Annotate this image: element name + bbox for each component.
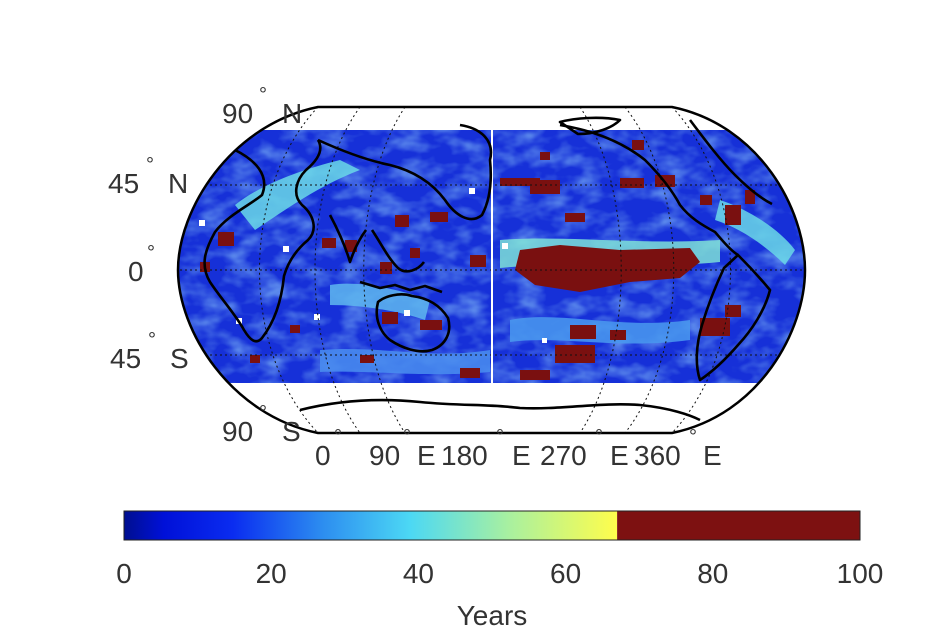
india-coast (328, 214, 368, 264)
missing-cell-3 (314, 314, 320, 320)
colorbar-ticks: 0 20 40 60 80 100 (116, 558, 883, 589)
colorbar-tick-label-1: 20 (256, 558, 287, 589)
lon-label-0-degree: ° (334, 426, 342, 448)
colorbar-tick-label-2: 40 (403, 558, 434, 589)
lat-label-0-value: 0 (128, 256, 144, 287)
lon-label-180e-degree: ° (496, 426, 504, 448)
asia-patch-5 (470, 255, 486, 267)
africa-patch-1 (218, 232, 234, 246)
north-pacific-patch-5 (565, 213, 585, 222)
colorbar-frame (123, 510, 861, 541)
north-america-coast (559, 123, 739, 257)
colorbar-tick-label-4: 80 (697, 558, 728, 589)
asia-patch-4 (430, 212, 448, 222)
southeast-asia-coast (370, 229, 426, 273)
australia-patch-2 (420, 320, 442, 330)
lat-label-45n-degree: ° (146, 154, 154, 176)
australia-patch-1 (382, 312, 398, 324)
asia-patch-3 (395, 215, 409, 227)
antarctica-coast (299, 398, 701, 422)
lat-label-0-degree: ° (147, 242, 155, 264)
missing-cell-6 (502, 243, 508, 249)
lat-label-45s-value: 45 (110, 343, 141, 374)
south-america-coast (695, 253, 772, 382)
maritime-patch-1 (380, 262, 392, 274)
lon-label-180e-hemisphere: E (512, 440, 531, 471)
north-pacific-patch-6 (540, 152, 550, 160)
southern-patch-2 (250, 355, 260, 363)
lon-label-270e-hemisphere: E (610, 440, 629, 471)
indian-patch-2 (360, 355, 374, 363)
lon-label-180e-value: 180 (441, 440, 488, 471)
latitude-labels: 90 ° N 45 ° N 0 ° 45 ° S 90 ° S (108, 84, 302, 447)
colorbar-tick-label-0: 0 (116, 558, 132, 589)
asia-coast (317, 123, 493, 221)
east-pacific-patch-1 (700, 195, 712, 205)
colorbar: 0 20 40 60 80 100 Years (116, 510, 883, 631)
tropical-pacific-patch (515, 245, 700, 292)
north-pacific-patch-3 (620, 178, 644, 188)
south-pacific-patch-1 (555, 345, 595, 363)
lat-label-90n-degree: ° (259, 84, 267, 106)
missing-cell-2 (283, 246, 289, 252)
lon-label-270e-degree: ° (595, 426, 603, 448)
east-pacific-patch-2 (725, 205, 741, 225)
lat-label-45n-value: 45 (108, 168, 139, 199)
missing-cell-7 (542, 338, 547, 343)
missing-cell-5 (469, 188, 475, 194)
greenland-coast (558, 116, 622, 136)
lon-label-360e-value: 360 (634, 440, 681, 471)
lon-label-90e-degree: ° (403, 426, 411, 448)
south-pacific-patch-4 (520, 370, 550, 380)
lat-label-90n-value: 90 (222, 98, 253, 129)
south-america-patch (700, 318, 730, 336)
lat-label-45s-hemisphere: S (170, 343, 189, 374)
lat-label-90s-degree: ° (259, 402, 267, 424)
lon-label-360e-degree: ° (689, 426, 697, 448)
globe-outline (176, 105, 807, 435)
colorbar-tick-label-5: 100 (837, 558, 884, 589)
missing-cell-4 (404, 310, 410, 316)
colorbar-tick-label-3: 60 (550, 558, 581, 589)
lat-label-45s-degree: ° (148, 329, 156, 351)
asia-patch-1 (322, 238, 336, 248)
north-pacific-patch-2 (530, 180, 560, 194)
globe (178, 107, 805, 433)
north-pacific-patch-7 (632, 140, 644, 150)
lon-label-270e-value: 270 (540, 440, 587, 471)
southern-patch-1 (460, 368, 480, 378)
south-pacific-band (510, 317, 690, 344)
indian-patch-1 (290, 325, 300, 333)
australia-coast (375, 293, 451, 353)
lon-label-90e-hemisphere: E (417, 440, 436, 471)
lon-label-90e-value: 90 (369, 440, 400, 471)
lat-label-45n-hemisphere: N (168, 168, 188, 199)
south-pacific-patch-3 (570, 325, 596, 339)
lon-label-360e-hemisphere: E (703, 440, 722, 471)
lat-label-90n-hemisphere: N (282, 98, 302, 129)
south-america-patch-2 (725, 305, 741, 317)
lat-label-90s-value: 90 (222, 416, 253, 447)
saturated-regions (200, 140, 755, 380)
indonesia-coast (359, 280, 443, 294)
maritime-patch-2 (410, 248, 420, 258)
east-pacific-patch-3 (745, 190, 755, 204)
lon-label-0-value: 0 (315, 440, 331, 471)
missing-cell-1 (199, 220, 205, 226)
lat-label-90s-hemisphere: S (282, 416, 301, 447)
north-america-east-coast (688, 119, 773, 206)
europe-africa-coast (203, 139, 322, 343)
north-pacific-patch-1 (500, 178, 540, 186)
longitude-labels: 0 ° 90 ° E 180 ° E 270 ° E 360 ° E (315, 426, 722, 471)
colorbar-saturated-segment (617, 511, 860, 540)
colorbar-label: Years (457, 600, 528, 631)
coastlines (203, 116, 773, 422)
south-pacific-patch-2 (610, 330, 626, 340)
colorbar-gradient (124, 511, 618, 540)
